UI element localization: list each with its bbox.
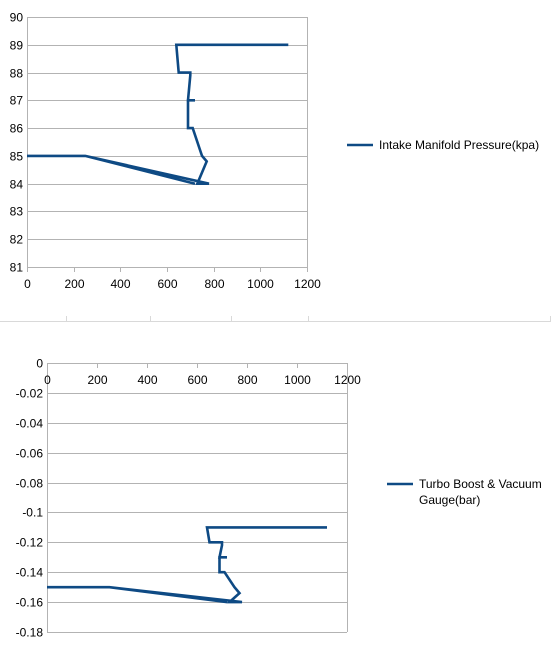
y-tick-label: 85 bbox=[10, 150, 24, 164]
y-tick-label: -0.06 bbox=[16, 447, 44, 461]
series-line-1 bbox=[47, 526, 327, 604]
y-tick-label: 87 bbox=[10, 94, 24, 108]
x-tick-label: 800 bbox=[204, 277, 224, 291]
y-tick-label: -0.14 bbox=[16, 566, 44, 580]
x-tick-label: 400 bbox=[110, 277, 130, 291]
x-tick-label: 1000 bbox=[247, 277, 274, 291]
x-tick-label: 600 bbox=[157, 277, 177, 291]
y-tick-label: 82 bbox=[10, 233, 24, 247]
y-tick-label: 90 bbox=[10, 11, 24, 25]
x-tick-label: 1000 bbox=[284, 373, 311, 387]
series-line-1 bbox=[27, 43, 289, 185]
x-tick-label: 0 bbox=[44, 373, 51, 387]
y-tick-label: -0.12 bbox=[16, 536, 44, 550]
y-tick-label: 88 bbox=[10, 67, 24, 81]
y-tick-label: -0.16 bbox=[16, 596, 44, 610]
y-tick-label: -0.18 bbox=[16, 626, 44, 640]
y-tick-label: 84 bbox=[10, 178, 24, 192]
legend-label: Turbo Boost & Vacuum Gauge(bar) bbox=[419, 477, 542, 507]
chart-2: 0-0.02-0.04-0.06-0.08-0.1-0.12-0.14-0.16… bbox=[16, 357, 542, 640]
y-tick-label: 86 bbox=[10, 122, 24, 136]
x-tick-label: 1200 bbox=[294, 277, 321, 291]
y-tick-label: 83 bbox=[10, 205, 24, 219]
chart-1: 81 82 83 84 85 86 87 88 89 90 0 200 400 600 800 1000 120… bbox=[10, 11, 539, 292]
y-tick-label: 89 bbox=[10, 39, 24, 53]
y-tick-label: -0.04 bbox=[16, 417, 44, 431]
y-tick-label: -0.08 bbox=[16, 477, 44, 491]
y-tick-label: 81 bbox=[10, 261, 24, 275]
y-tick-label: 0 bbox=[36, 357, 43, 371]
x-tick-label: 800 bbox=[237, 373, 257, 387]
x-tick-label: 600 bbox=[187, 373, 207, 387]
y-tick-label: -0.1 bbox=[22, 506, 43, 520]
y-tick-label: -0.02 bbox=[16, 387, 44, 401]
x-tick-label: 0 bbox=[24, 277, 31, 291]
x-tick-label: 200 bbox=[64, 277, 84, 291]
legend-label: Intake Manifold Pressure(kpa) bbox=[379, 138, 539, 152]
x-tick-label: 400 bbox=[137, 373, 157, 387]
x-tick-label: 200 bbox=[87, 373, 107, 387]
x-tick-label: 1200 bbox=[334, 373, 361, 387]
